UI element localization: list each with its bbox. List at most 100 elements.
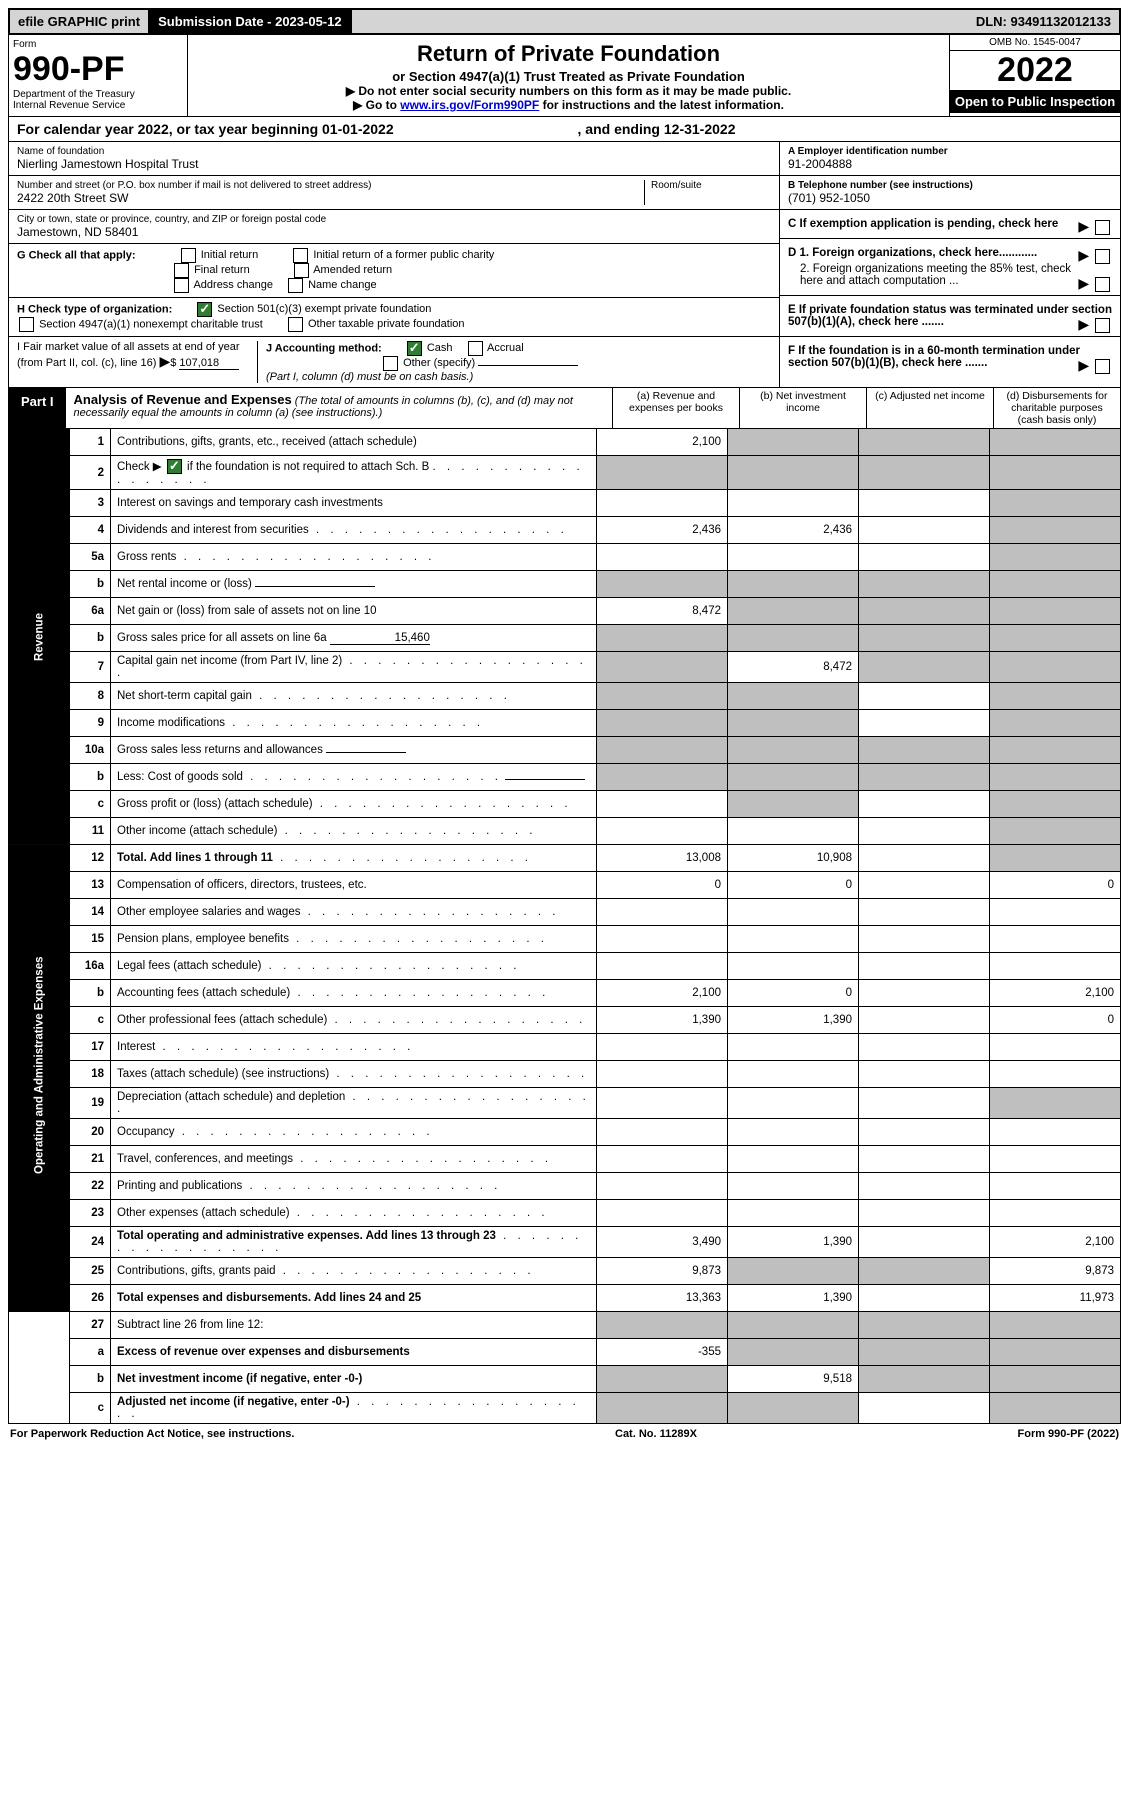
col-b-header: (b) Net investment income — [740, 388, 867, 428]
g-label: G Check all that apply: — [17, 249, 136, 261]
line26-a: 13,363 — [597, 1285, 728, 1312]
accrual-checkbox[interactable] — [468, 341, 483, 356]
dept-label: Department of the Treasury — [13, 89, 183, 100]
501c3-checkbox[interactable] — [197, 302, 212, 317]
street-address: 2422 20th Street SW — [17, 191, 644, 205]
line12-a: 13,008 — [597, 845, 728, 872]
j-label: J Accounting method: — [266, 342, 382, 354]
final-return-checkbox[interactable] — [174, 263, 189, 278]
instr-goto-post: for instructions and the latest informat… — [543, 98, 784, 112]
f-label: F If the foundation is in a 60-month ter… — [788, 345, 1080, 369]
entity-info: Name of foundation Nierling Jamestown Ho… — [8, 141, 1121, 388]
foreign-org-checkbox[interactable] — [1095, 249, 1110, 264]
line16b-a: 2,100 — [597, 980, 728, 1007]
col-a-header: (a) Revenue and expenses per books — [613, 388, 740, 428]
line26-b: 1,390 — [728, 1285, 859, 1312]
address-change-checkbox[interactable] — [174, 278, 189, 293]
schb-not-required-checkbox[interactable] — [167, 459, 182, 474]
line24-b: 1,390 — [728, 1227, 859, 1258]
line16c-b: 1,390 — [728, 1007, 859, 1034]
line4-b: 2,436 — [728, 517, 859, 544]
initial-public-checkbox[interactable] — [293, 248, 308, 263]
exemption-pending-checkbox[interactable] — [1095, 220, 1110, 235]
instr-goto-pre: ▶ Go to — [353, 98, 400, 112]
e-label: E If private foundation status was termi… — [788, 304, 1112, 328]
revenue-vlabel: Revenue — [9, 429, 70, 845]
d1-label: D 1. Foreign organizations, check here..… — [788, 247, 1037, 259]
form-word: Form — [13, 39, 183, 50]
year-begin: 01-01-2022 — [322, 121, 394, 137]
top-bar: efile GRAPHIC print Submission Date - 20… — [8, 8, 1121, 35]
line25-a: 9,873 — [597, 1258, 728, 1285]
expenses-vlabel: Operating and Administrative Expenses — [9, 872, 70, 1258]
4947a1-checkbox[interactable] — [19, 317, 34, 332]
form-number: 990-PF — [13, 50, 183, 89]
dln: DLN: 93491132012133 — [968, 10, 1119, 33]
amended-return-checkbox[interactable] — [294, 263, 309, 278]
line7-b: 8,472 — [728, 652, 859, 683]
line1-a: 2,100 — [597, 429, 728, 456]
calendar-year-line: For calendar year 2022, or tax year begi… — [8, 117, 1121, 141]
foreign-85-checkbox[interactable] — [1095, 277, 1110, 292]
phone-label: B Telephone number (see instructions) — [788, 180, 973, 191]
line6a-a: 8,472 — [597, 598, 728, 625]
city-state-zip: Jamestown, ND 58401 — [17, 225, 771, 239]
part1-badge: Part I — [9, 388, 66, 428]
line27b-b: 9,518 — [728, 1366, 859, 1393]
irs-label: Internal Revenue Service — [13, 100, 183, 111]
tax-year: 2022 — [950, 51, 1120, 90]
j-note: (Part I, column (d) must be on cash basi… — [266, 371, 473, 383]
cat-no: Cat. No. 11289X — [615, 1428, 697, 1440]
line12-b: 10,908 — [728, 845, 859, 872]
instructions-link[interactable]: www.irs.gov/Form990PF — [400, 98, 539, 112]
initial-return-checkbox[interactable] — [181, 248, 196, 263]
line13-a: 0 — [597, 872, 728, 899]
line25-d: 9,873 — [990, 1258, 1121, 1285]
omb-number: OMB No. 1545-0047 — [950, 35, 1120, 51]
h-label: H Check type of organization: — [17, 303, 172, 315]
line26-d: 11,973 — [990, 1285, 1121, 1312]
page-footer: For Paperwork Reduction Act Notice, see … — [8, 1424, 1121, 1444]
line13-b: 0 — [728, 872, 859, 899]
ein-label: A Employer identification number — [788, 146, 948, 157]
line1-desc: Contributions, gifts, grants, etc., rece… — [111, 429, 597, 456]
line24-a: 3,490 — [597, 1227, 728, 1258]
foundation-name: Nierling Jamestown Hospital Trust — [17, 157, 771, 171]
line4-a: 2,436 — [597, 517, 728, 544]
paperwork-notice: For Paperwork Reduction Act Notice, see … — [10, 1428, 294, 1440]
line16c-d: 0 — [990, 1007, 1121, 1034]
fmv-value: 107,018 — [179, 357, 239, 370]
ein-value: 91-2004888 — [788, 157, 1112, 171]
other-method-checkbox[interactable] — [383, 356, 398, 371]
col-c-header: (c) Adjusted net income — [867, 388, 994, 428]
efile-print-label[interactable]: efile GRAPHIC print — [10, 10, 150, 33]
form-title: Return of Private Foundation — [196, 41, 941, 67]
form-footer: Form 990-PF (2022) — [1018, 1428, 1119, 1440]
status-terminated-checkbox[interactable] — [1095, 318, 1110, 333]
open-to-public: Open to Public Inspection — [950, 90, 1120, 113]
line13-d: 0 — [990, 872, 1121, 899]
line24-d: 2,100 — [990, 1227, 1121, 1258]
year-end: 12-31-2022 — [664, 121, 736, 137]
col-d-header: (d) Disbursements for charitable purpose… — [994, 388, 1120, 428]
addr-label: Number and street (or P.O. box number if… — [17, 180, 644, 191]
room-label: Room/suite — [651, 180, 771, 191]
other-taxable-checkbox[interactable] — [288, 317, 303, 332]
form-subtitle: or Section 4947(a)(1) Trust Treated as P… — [196, 69, 941, 84]
60month-checkbox[interactable] — [1095, 359, 1110, 374]
instr-ssn: ▶ Do not enter social security numbers o… — [196, 84, 941, 98]
line16c-a: 1,390 — [597, 1007, 728, 1034]
cash-checkbox[interactable] — [407, 341, 422, 356]
form-header: Form 990-PF Department of the Treasury I… — [8, 35, 1121, 117]
d2-label: 2. Foreign organizations meeting the 85%… — [800, 263, 1071, 287]
line16b-d: 2,100 — [990, 980, 1121, 1007]
c-label: C If exemption application is pending, c… — [788, 218, 1058, 230]
part1-table: Revenue 1 Contributions, gifts, grants, … — [8, 429, 1121, 1424]
line6b-inline: 15,460 — [330, 632, 430, 645]
line27a-a: -355 — [597, 1339, 728, 1366]
name-label: Name of foundation — [17, 146, 771, 157]
name-change-checkbox[interactable] — [288, 278, 303, 293]
line16b-b: 0 — [728, 980, 859, 1007]
city-label: City or town, state or province, country… — [17, 214, 771, 225]
part1-header: Part I Analysis of Revenue and Expenses … — [8, 388, 1121, 429]
